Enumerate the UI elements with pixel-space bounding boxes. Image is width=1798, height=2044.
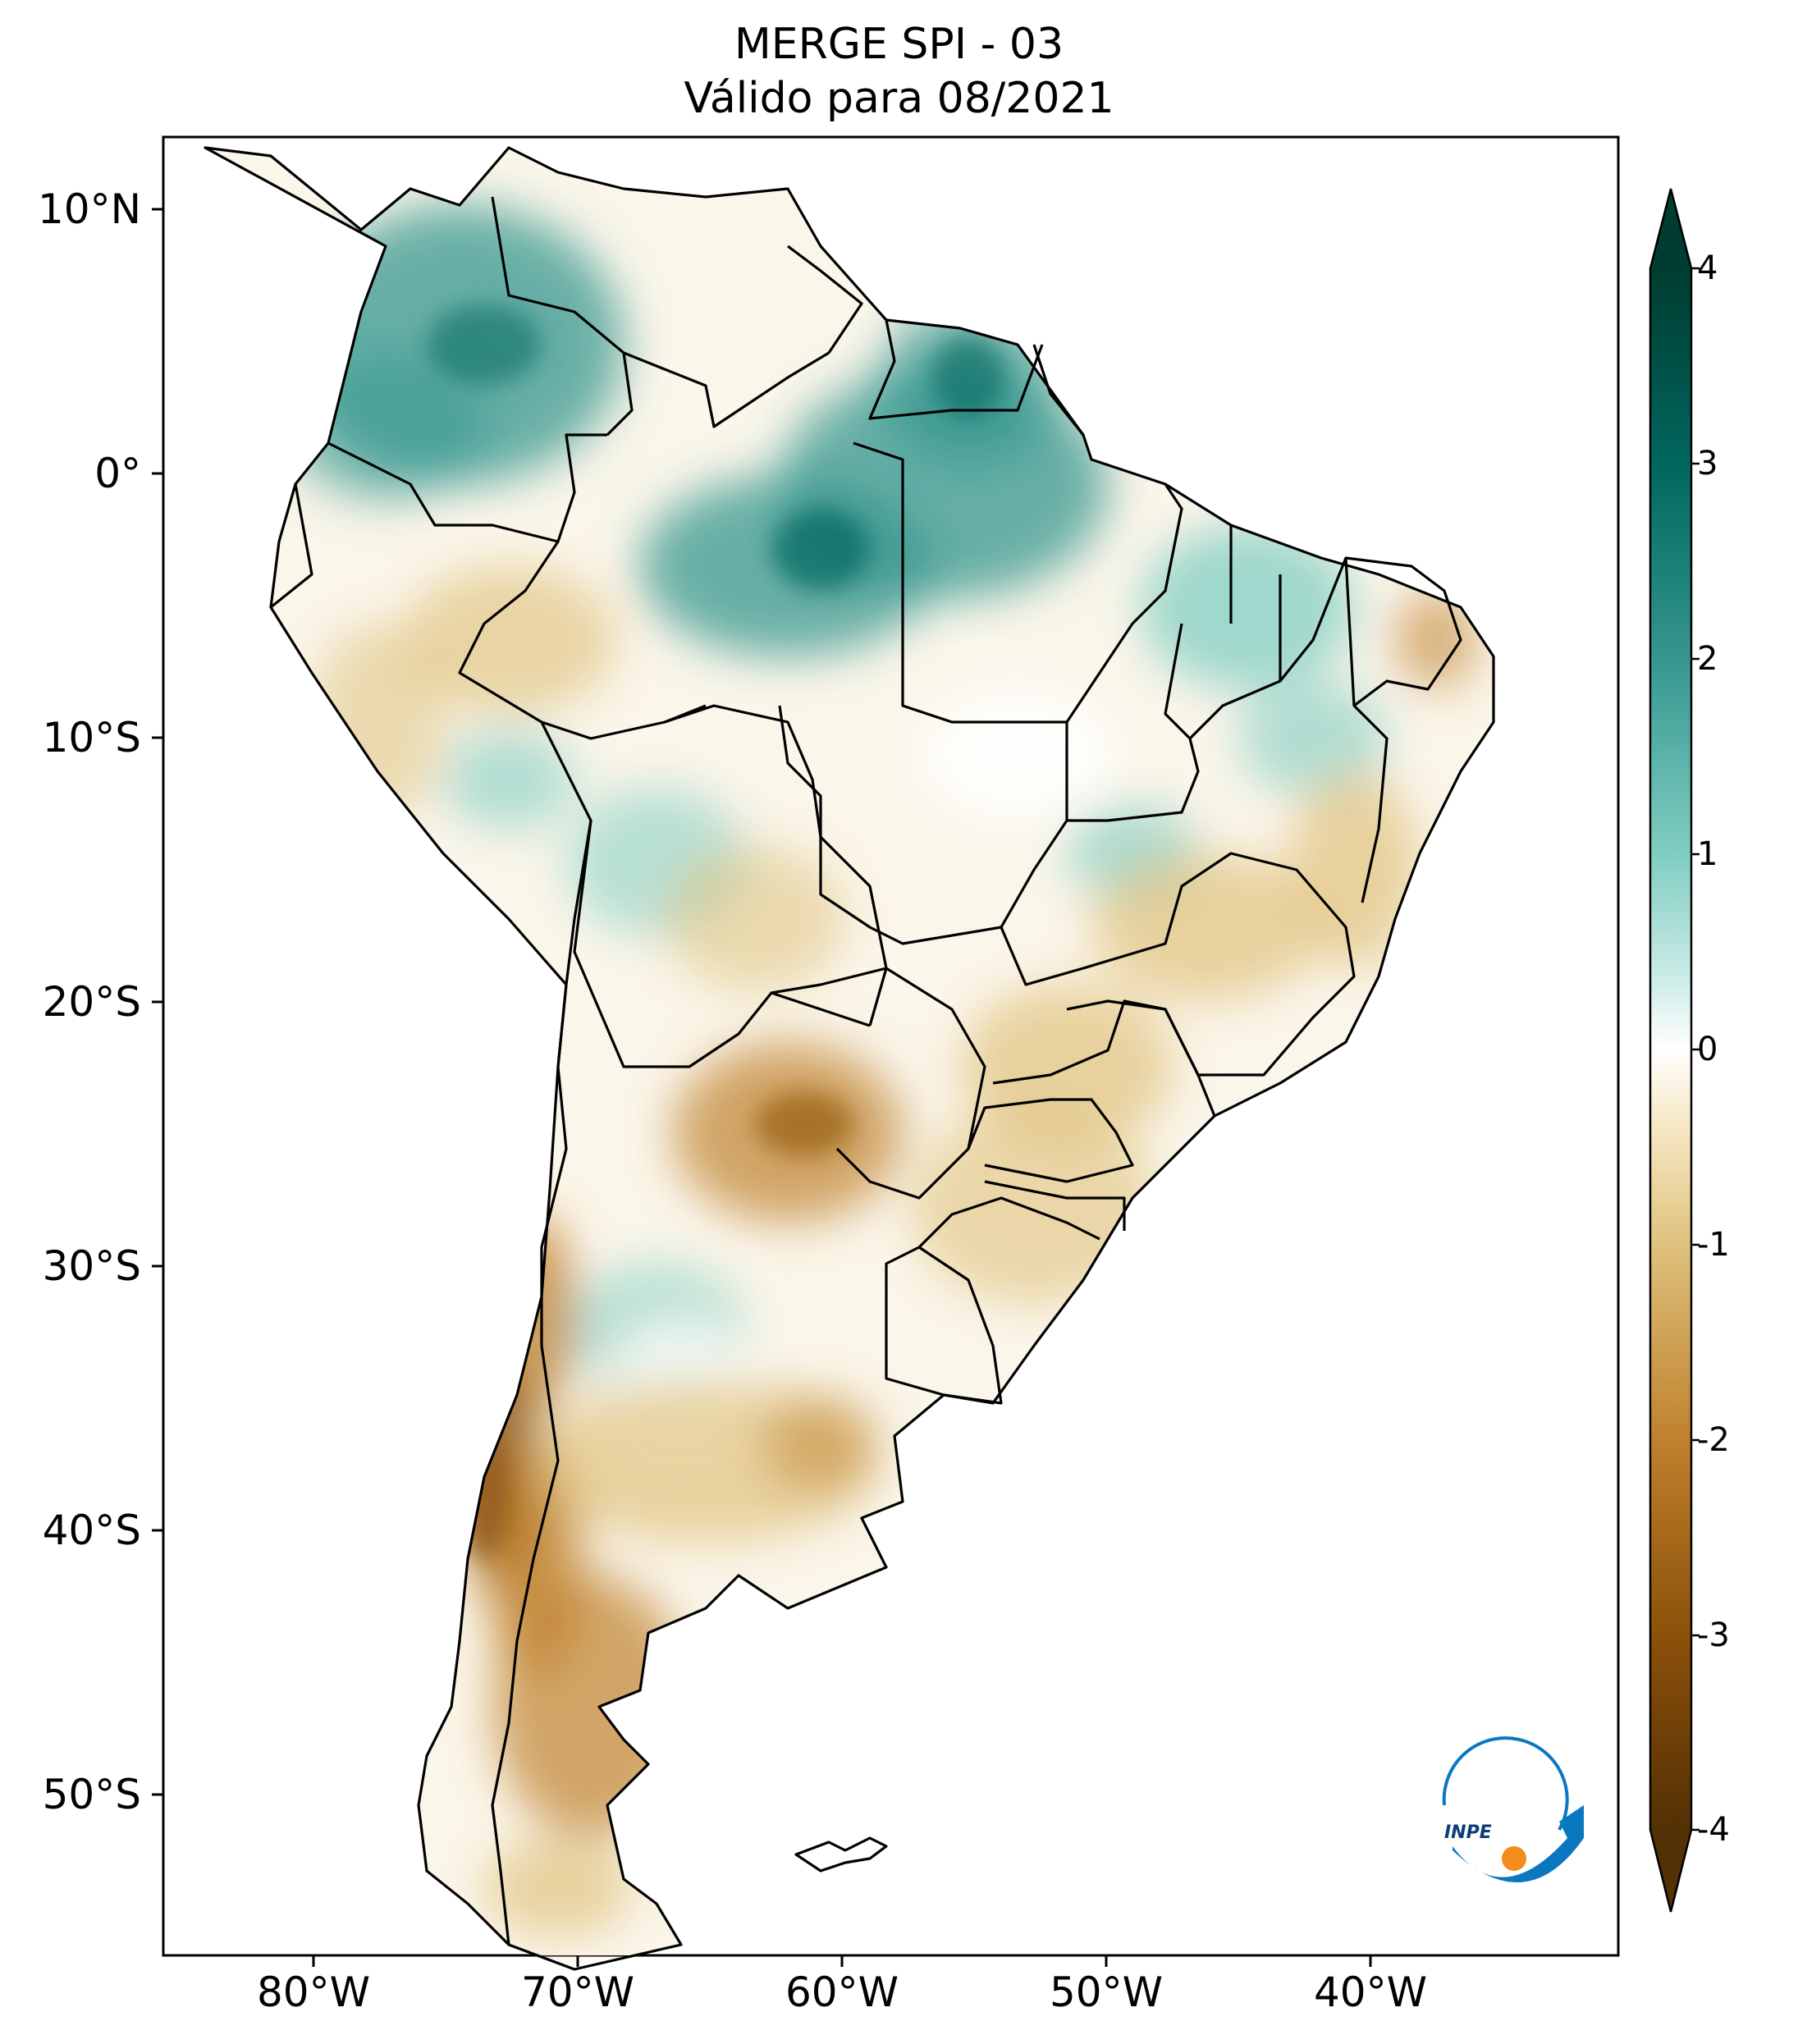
- border-peru-bolivia: [540, 721, 592, 985]
- colorbar-label-2: 2: [1697, 640, 1718, 678]
- border-goias-tocantins: [1067, 623, 1200, 822]
- border-sao-paulo: [992, 999, 1216, 1117]
- xtick-80W: 80°W: [256, 1969, 371, 2016]
- border-ecuador-peru: [270, 483, 313, 609]
- title-line-1: MERGE SPI - 03: [734, 20, 1064, 69]
- colorbar-label-neg1: -1: [1697, 1226, 1730, 1264]
- ytick-10S: 10°S: [42, 714, 141, 761]
- border-bolivia-brazil: [664, 704, 888, 1027]
- border-colombia-venezuela: [491, 196, 634, 437]
- xtick-60W: 60°W: [785, 1969, 899, 2016]
- colorbar-label-neg2: -2: [1697, 1421, 1730, 1459]
- colorbar: [1649, 188, 1700, 1913]
- border-mato-grosso: [778, 705, 1068, 945]
- ytick-10N: 10°N: [37, 185, 141, 233]
- ytick-40S: 40°S: [42, 1507, 141, 1554]
- xtick-40W: 40°W: [1313, 1969, 1428, 2016]
- border-amazonas-para: [853, 441, 1067, 724]
- border-santa-catarina: [984, 1180, 1126, 1231]
- border-colombia-peru-brazil: [327, 433, 607, 543]
- logo-text: INPE: [1444, 1822, 1492, 1843]
- colorbar-label-3: 3: [1697, 445, 1718, 482]
- border-guyana: [787, 245, 863, 354]
- border-uruguay: [885, 1246, 1003, 1405]
- border-para-maranhao: [1065, 483, 1183, 723]
- border-parana: [967, 1098, 1134, 1183]
- border-amapa: [1032, 344, 1085, 436]
- border-suriname-guiana: [868, 319, 1044, 420]
- colorbar-label-neg3: -3: [1697, 1616, 1730, 1654]
- border-rio-grande-sul: [917, 1196, 1100, 1249]
- ytick-0: 0°: [94, 450, 141, 497]
- borders: [204, 146, 1495, 1971]
- xtick-70W: 70°W: [520, 1969, 635, 2016]
- colorbar-label-0: 0: [1697, 1031, 1718, 1068]
- colorbar-label-4: 4: [1697, 249, 1718, 287]
- ytick-50S: 50°S: [42, 1771, 141, 1818]
- colorbar-label-1: 1: [1697, 835, 1718, 873]
- ytick-20S: 20°S: [42, 978, 141, 1026]
- border-paraguay: [771, 967, 986, 1200]
- xtick-50W: 50°W: [1049, 1969, 1164, 2016]
- border-venezuela-brazil: [623, 351, 830, 428]
- ytick-30S: 30°S: [42, 1242, 141, 1290]
- island-falklands: [794, 1836, 888, 1873]
- axis-ticks: [152, 208, 1372, 1967]
- border-argentina-chile: [491, 984, 568, 1946]
- border-peru-brazil: [458, 541, 707, 740]
- title-line-2: Válido para 08/2021: [684, 74, 1114, 123]
- border-northeast-states: [1229, 525, 1462, 707]
- colorbar-label-neg4: -4: [1697, 1811, 1730, 1849]
- inpe-logo: INPE: [1442, 1736, 1584, 1883]
